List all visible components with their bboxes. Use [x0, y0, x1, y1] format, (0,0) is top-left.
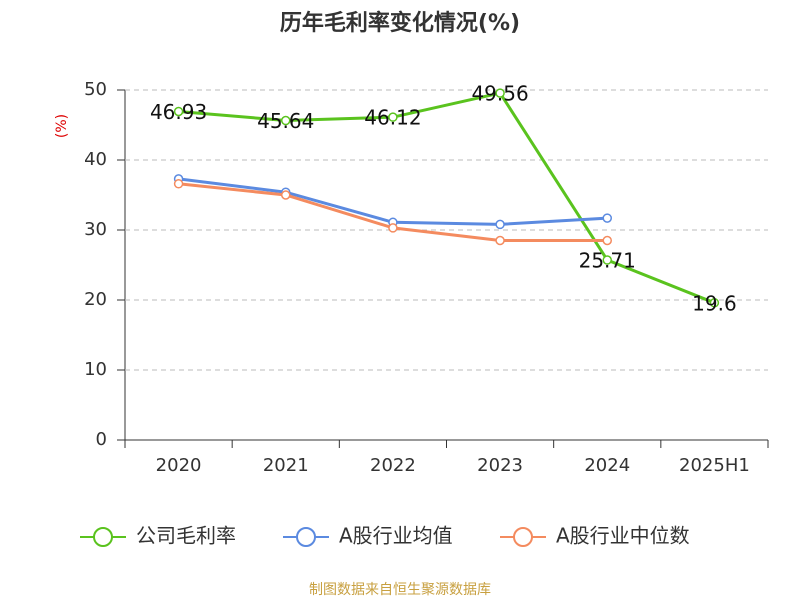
x-tick-label: 2025H1 [679, 455, 750, 476]
data-point [709, 298, 720, 308]
y-tick-label: 20 [84, 289, 107, 310]
data-label: 25.71 [579, 249, 636, 273]
data-label: 46.93 [150, 100, 207, 124]
data-point [602, 213, 612, 223]
data-point [281, 190, 291, 200]
data-point [281, 115, 291, 126]
x-tick-label: 2023 [477, 455, 523, 476]
source-note: 制图数据来自恒生聚源数据库 [309, 582, 491, 598]
data-label: 49.56 [471, 82, 528, 106]
data-label: 46.12 [364, 106, 421, 130]
data-point [388, 223, 398, 233]
data-point [388, 112, 398, 122]
x-tick-label: 2022 [370, 455, 416, 476]
data-point [495, 235, 505, 246]
x-tick-label: 2021 [263, 455, 309, 476]
x-tick-label: 2020 [156, 455, 202, 476]
series-line [178, 91, 715, 305]
data-point [602, 255, 612, 265]
y-tick-label: 0 [96, 429, 107, 450]
y-tick-label: 50 [84, 79, 107, 100]
y-tick-label: 10 [84, 359, 107, 380]
legend-label: A股行业中位数 [556, 524, 690, 548]
legend-marker [93, 527, 113, 547]
data-point [173, 179, 184, 189]
legend-marker [296, 527, 316, 547]
legend-label: A股行业均值 [339, 524, 453, 548]
y-tick-label: 30 [84, 219, 107, 240]
data-point [173, 106, 184, 117]
data-point [495, 88, 505, 98]
data-point [602, 235, 612, 246]
data-label: 45.64 [257, 109, 314, 133]
x-tick-label: 2024 [584, 455, 630, 476]
chart-title: 历年毛利率变化情况(%) [280, 10, 520, 36]
y-tick-label: 40 [84, 149, 107, 170]
legend-marker [513, 527, 533, 547]
y-axis-label: (%) [54, 114, 70, 138]
legend-label: 公司毛利率 [136, 524, 236, 548]
data-point [495, 219, 505, 230]
data-label: 19.6 [692, 291, 737, 315]
